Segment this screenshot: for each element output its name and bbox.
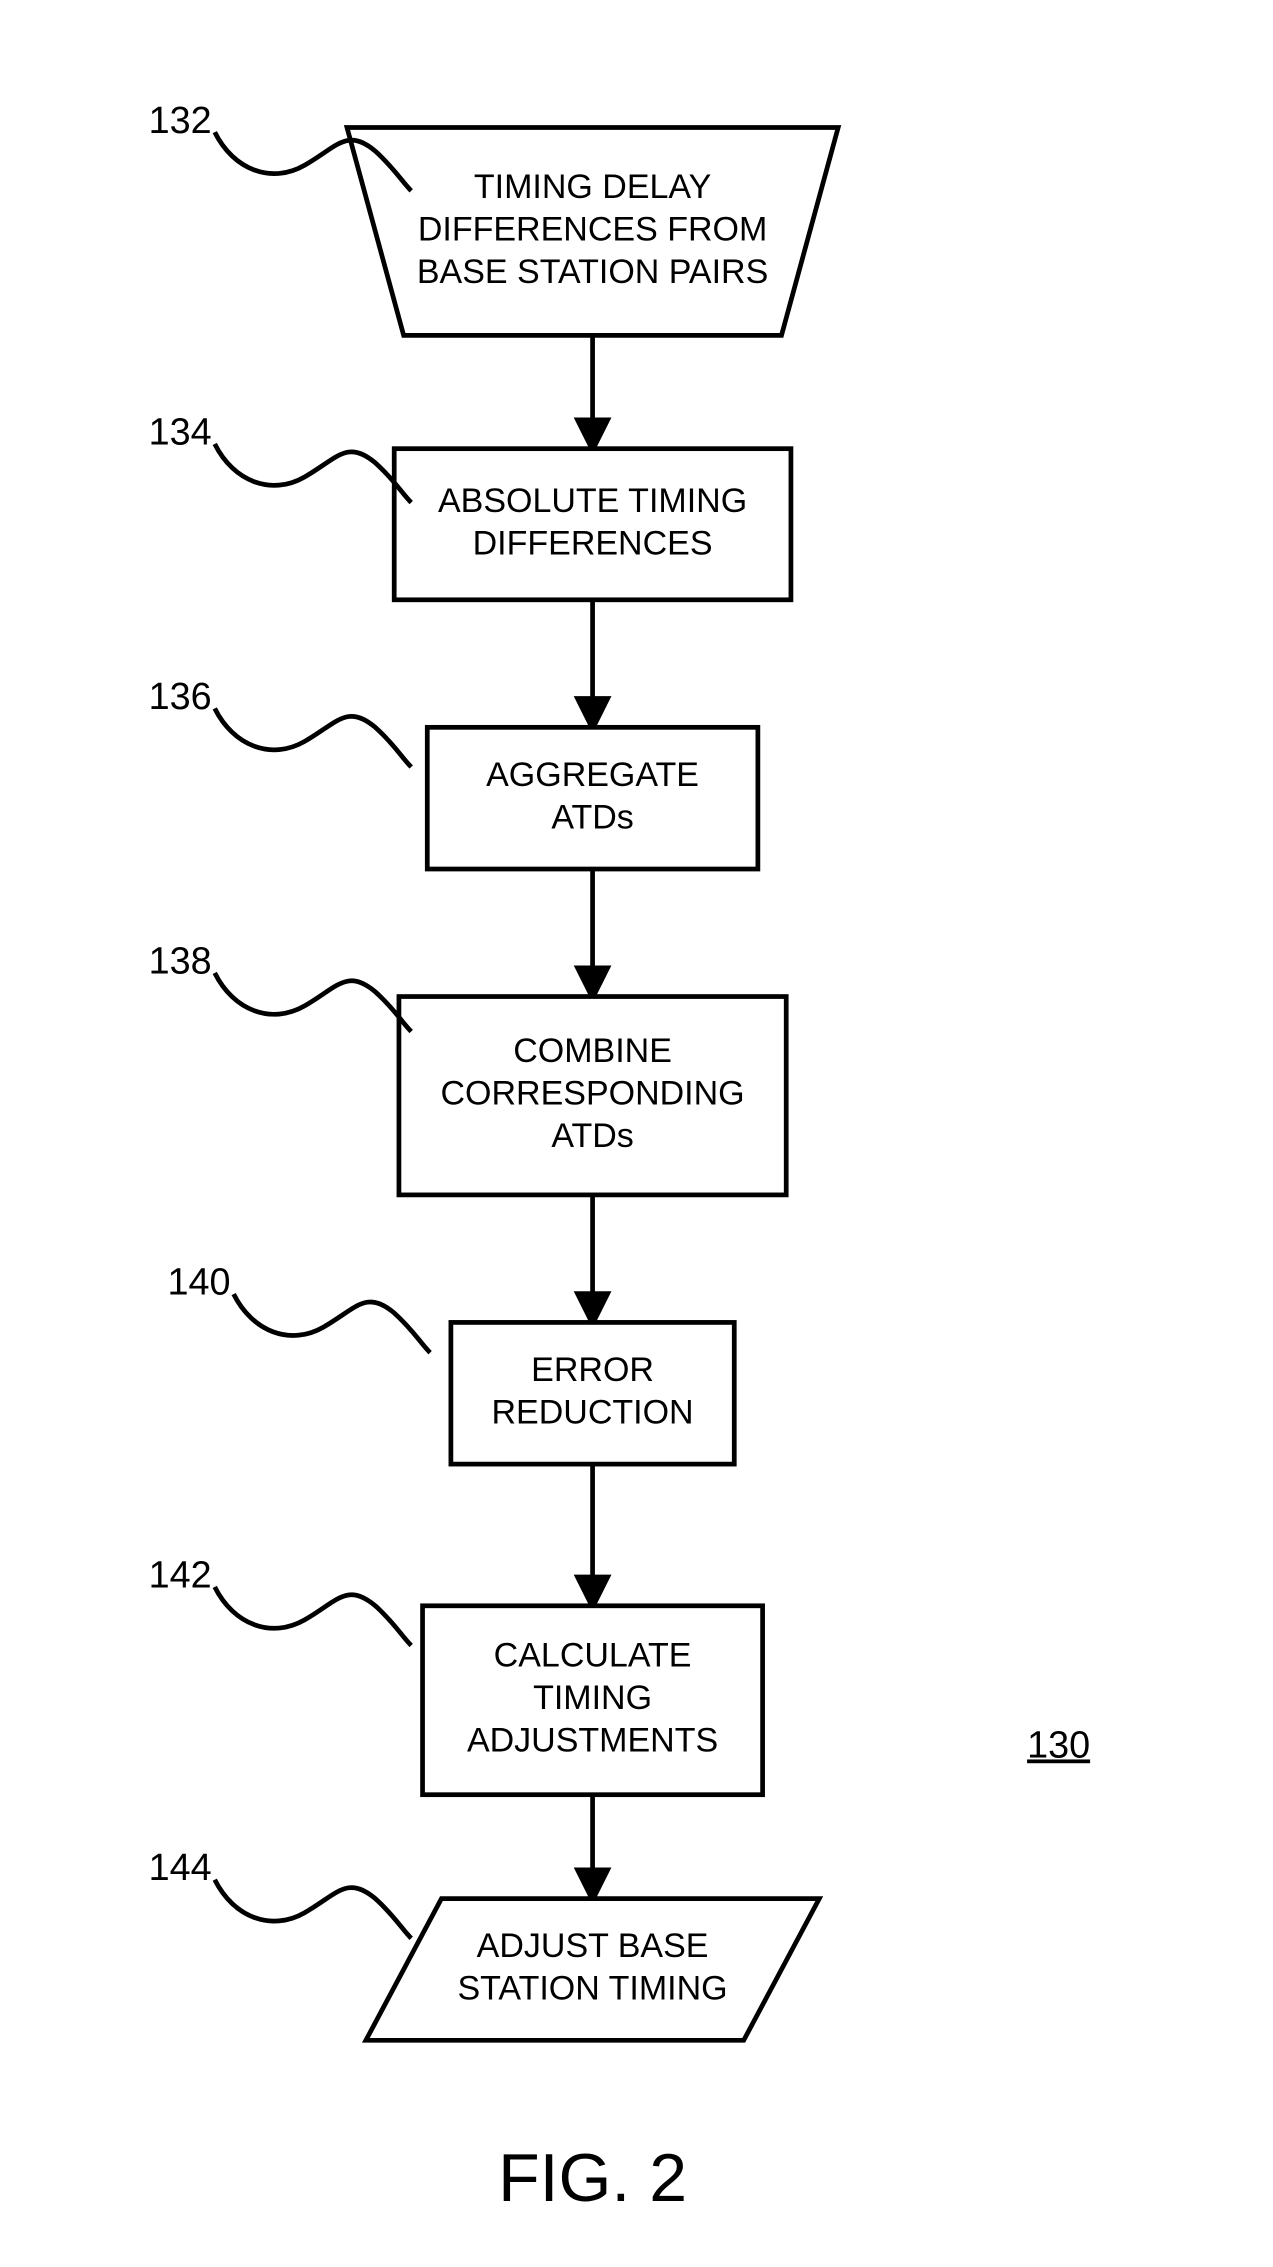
flowchart-diagram: TIMING DELAY DIFFERENCES FROM BASE STATION… bbox=[0, 0, 1273, 2267]
callout-label: 142 bbox=[149, 1554, 212, 1596]
node-text: ATDs bbox=[551, 1117, 633, 1155]
node-text: TIMING DELAY bbox=[474, 168, 711, 206]
figure-caption: FIG. 2 bbox=[498, 2140, 687, 2216]
node-text: DIFFERENCES bbox=[473, 524, 713, 562]
node-text: TIMING bbox=[533, 1679, 652, 1717]
node-text: ADJUSTMENTS bbox=[467, 1722, 718, 1760]
node-text: DIFFERENCES FROM bbox=[418, 210, 767, 248]
node-text: CALCULATE bbox=[494, 1637, 692, 1675]
callout-label: 144 bbox=[149, 1847, 212, 1889]
node-text: AGGREGATE bbox=[486, 756, 699, 794]
node-text: COMBINE bbox=[513, 1032, 672, 1070]
node-text: ABSOLUTE TIMING bbox=[438, 482, 747, 520]
node-text: ADJUST BASE bbox=[477, 1927, 709, 1965]
callout-label: 136 bbox=[149, 676, 212, 718]
node-text: REDUCTION bbox=[492, 1393, 694, 1431]
node-text: ERROR bbox=[531, 1351, 654, 1389]
node-text: ATDs bbox=[551, 798, 633, 836]
node-text: STATION TIMING bbox=[458, 1970, 728, 2008]
node-text: BASE STATION PAIRS bbox=[417, 253, 768, 291]
callout-label: 134 bbox=[149, 411, 212, 453]
callout-label: 138 bbox=[149, 940, 212, 982]
figure-ref-number: 130 bbox=[1027, 1724, 1090, 1766]
callout-label: 132 bbox=[149, 100, 212, 142]
node-text: CORRESPONDING bbox=[441, 1075, 745, 1113]
callout-label: 140 bbox=[168, 1262, 231, 1304]
